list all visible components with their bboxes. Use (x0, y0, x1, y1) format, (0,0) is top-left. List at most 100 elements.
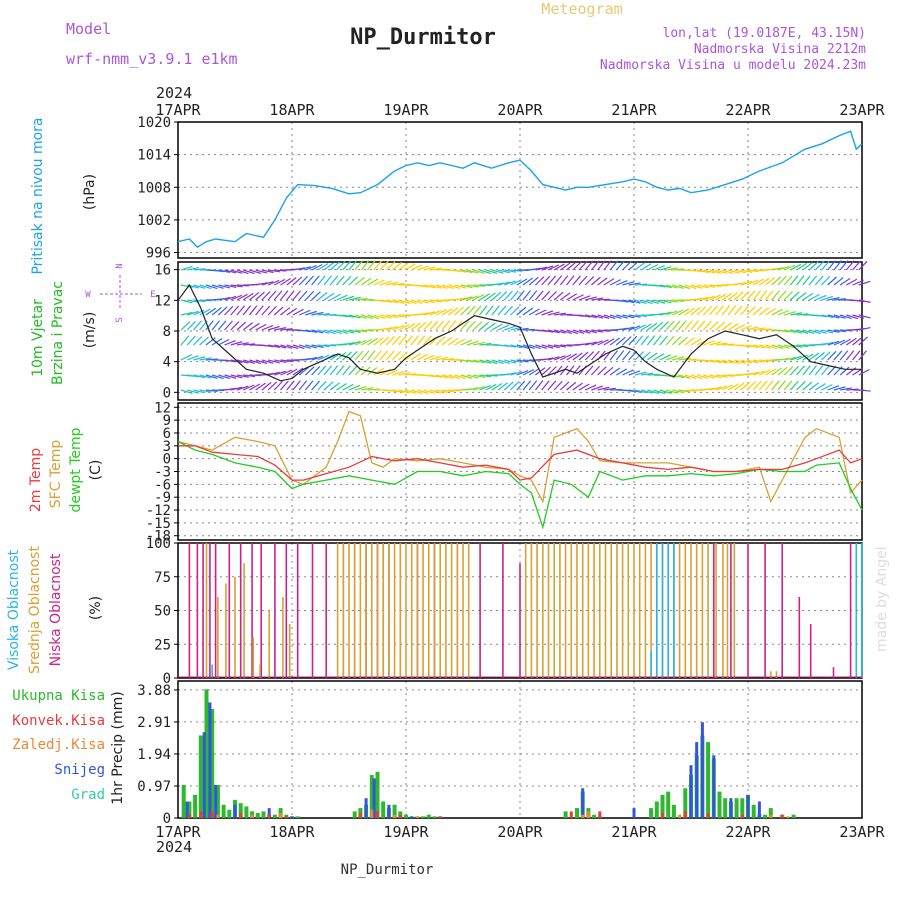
wind-barb (808, 329, 821, 335)
precip-frozen-bar (586, 811, 590, 818)
wind-barb (180, 299, 193, 304)
wind-barb (616, 299, 629, 303)
wind-barb (858, 314, 871, 319)
wind-barb (205, 337, 216, 346)
wind-barb (504, 269, 517, 273)
wind-barb (460, 306, 470, 316)
wind-barb (286, 290, 295, 301)
wind-barb (665, 310, 678, 316)
wind-barb (417, 265, 429, 271)
wind-barb (821, 341, 834, 346)
wind-barb (280, 369, 292, 376)
wind-barb (466, 320, 476, 331)
wind-barb (373, 260, 383, 271)
x-tick-label-bottom: 21APR (611, 823, 657, 841)
wind-barb (305, 329, 318, 333)
wind-barb (559, 381, 570, 391)
wind-barb (578, 351, 589, 361)
wind-barb (249, 322, 260, 331)
wind-barb (211, 338, 223, 346)
precip-total-bar (791, 814, 796, 818)
wind-barb (634, 262, 645, 271)
wind-barb (304, 290, 315, 301)
wind-barb (224, 295, 237, 301)
wind-barb (833, 329, 846, 333)
wind-barb (392, 282, 405, 286)
wind-barb (640, 263, 652, 271)
precip-snow-bar (581, 788, 585, 818)
wind-barb (715, 305, 724, 316)
wind-barb (280, 328, 293, 331)
wind-barb (597, 277, 608, 286)
temp-ytick-label: -18 (146, 529, 171, 545)
wind-barb (522, 328, 536, 331)
wind-barb (584, 384, 597, 391)
wind-barb (510, 290, 519, 301)
wind-barb (622, 369, 634, 376)
wind-barb (547, 356, 560, 361)
wind-barb (448, 284, 461, 290)
precip-frozen-bar (216, 814, 220, 818)
wind-barb (510, 269, 523, 272)
wind-barb (790, 312, 803, 316)
precip-total-bar (204, 689, 209, 818)
wind-barb (827, 314, 840, 319)
precip-snow-bar (233, 804, 237, 818)
wind-barb (759, 328, 772, 331)
pressure-ytick-label: 996 (146, 246, 171, 262)
wind-barb (410, 389, 423, 395)
precip-conv-bar (438, 816, 442, 818)
wind-barb (771, 276, 781, 286)
wind-barb (336, 275, 345, 286)
wind-barb (541, 290, 551, 301)
wind-barb (516, 327, 529, 331)
wind-barb (442, 389, 455, 393)
wind-barb (423, 299, 436, 304)
precip-frozen-bar (786, 816, 790, 818)
wind-barb (435, 284, 448, 290)
wind-barb (193, 309, 205, 316)
wind-barb (280, 344, 293, 349)
cloud-ytick-label: 75 (154, 570, 171, 586)
wind-barb (230, 386, 243, 391)
wind-barb (423, 284, 436, 289)
wind-barb (392, 370, 405, 376)
page-title: NP_Durmitor (350, 25, 496, 50)
wind-barb (485, 292, 496, 301)
compass-s: S (115, 317, 125, 322)
wind-barb (622, 299, 635, 304)
wind-barb (808, 275, 818, 286)
wind-barb (833, 350, 843, 361)
wind-barb (298, 290, 308, 301)
wind-barb (385, 369, 398, 376)
cloud-ylabel-mid: Srednja Oblacnost (27, 546, 43, 674)
wind-barb (615, 350, 625, 361)
wind-barb (715, 321, 726, 331)
wind-barb (205, 358, 218, 361)
wind-barb (435, 299, 448, 302)
wind-barb (180, 354, 192, 361)
wind-barb (653, 299, 666, 304)
wind-barb (671, 336, 682, 346)
wind-barb (622, 261, 632, 271)
wind-barb (336, 352, 347, 361)
wind-barb (553, 263, 565, 271)
wind-barb (529, 344, 541, 350)
wind-barb (398, 371, 411, 376)
wind-barb (267, 269, 281, 273)
wind-barb (180, 321, 191, 331)
wind-barb (273, 380, 283, 391)
wind-barb (410, 264, 423, 271)
wind-barb (354, 385, 367, 391)
wind-barb (634, 389, 647, 394)
wind-barb (814, 365, 824, 376)
wind-barb (858, 326, 871, 331)
precip-total-bar (734, 798, 739, 818)
precip-total-bar (272, 814, 277, 818)
wind-barb (746, 279, 759, 286)
temp-ytick-label: -12 (146, 503, 171, 519)
wind-barb (653, 389, 666, 395)
wind-barb (653, 284, 666, 288)
precip-total-bar (654, 801, 659, 818)
wind-barb (485, 383, 497, 391)
